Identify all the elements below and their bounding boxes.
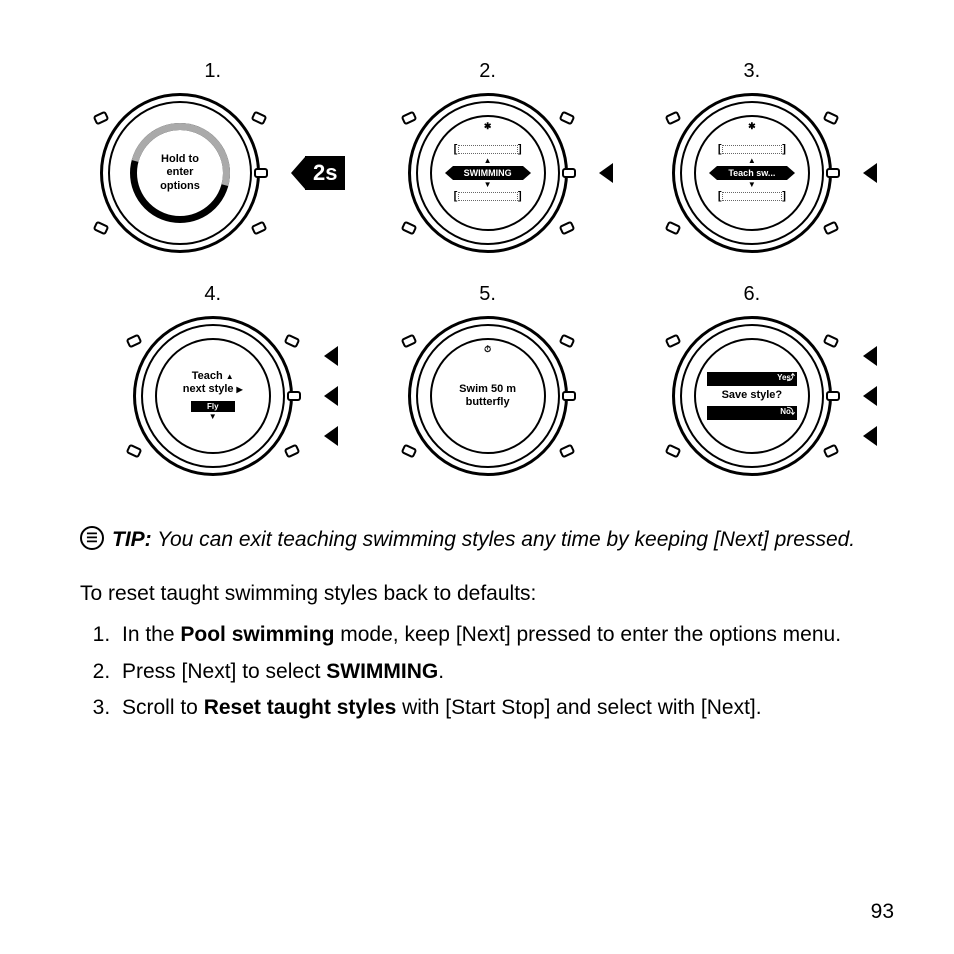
watch-5: ⏱ Swim 50 m butterfly (408, 316, 568, 476)
step-1-cell: 1. Hold to enter options 2s (80, 60, 345, 253)
step-number: 5. (479, 283, 496, 306)
step-number: 2. (479, 60, 496, 83)
button-indicator (863, 93, 877, 253)
watch-grid: 1. Hold to enter options 2s 2. (80, 60, 874, 476)
menu-selection: Teach sw... (717, 166, 787, 181)
button-indicator (324, 316, 338, 476)
tip-section: ☰ TIP: You can exit teaching swimming st… (80, 526, 874, 554)
instructions-list: In the Pool swimming mode, keep [Next] p… (80, 620, 874, 723)
press-arrow-icon (863, 426, 877, 446)
step-number: 6. (744, 283, 761, 306)
tip-icon: ☰ (80, 526, 104, 550)
face-line: Hold to (161, 153, 199, 166)
tip-body: You can exit teaching swimming styles an… (157, 528, 855, 551)
menu-item-placeholder (722, 145, 782, 154)
step-number: 1. (204, 60, 221, 83)
press-arrow-icon (863, 386, 877, 406)
step-4-cell: 4. Teach ▲ next style ▶ Fly ▼ (80, 283, 345, 476)
page-number: 93 (871, 900, 894, 924)
face-line: Teach (192, 370, 223, 383)
watch-2: ✱ ▲ SWIMMING ▼ (408, 93, 568, 253)
press-arrow-icon (599, 163, 613, 183)
hold-duration-tag: 2s (305, 156, 345, 190)
face-line: enter (167, 166, 194, 179)
tip-text: TIP: You can exit teaching swimming styl… (112, 526, 855, 554)
instruction-step: In the Pool swimming mode, keep [Next] p… (116, 620, 874, 650)
style-selection: Fly (191, 401, 235, 413)
face-line: Swim 50 m (459, 383, 516, 396)
button-indicator (599, 93, 613, 253)
button-indicator (863, 316, 877, 476)
watch-6: Yes⤴ Save style? No⤵ (672, 316, 832, 476)
press-arrow-icon (324, 346, 338, 366)
menu-selection: SWIMMING (453, 166, 523, 181)
activity-icon: ✱ (484, 121, 492, 132)
instruction-step: Press [Next] to select SWIMMING. (116, 657, 874, 687)
activity-icon: ✱ (748, 121, 756, 132)
step-3-cell: 3. ✱ ▲ Teach sw... ▼ (630, 60, 874, 253)
step-number: 4. (204, 283, 221, 306)
press-arrow-icon (863, 163, 877, 183)
press-arrow-icon (863, 346, 877, 366)
menu-item-placeholder (458, 192, 518, 201)
step-6-cell: 6. Yes⤴ Save style? No⤵ (630, 283, 874, 476)
step-5-cell: 5. ⏱ Swim 50 m butterfly (365, 283, 609, 476)
instructions-intro: To reset taught swimming styles back to … (80, 582, 874, 606)
no-option: No⤵ (707, 406, 797, 420)
tip-label: TIP: (112, 528, 152, 551)
face-line: butterfly (466, 396, 510, 409)
prompt-text: Save style? (722, 389, 783, 402)
watch-1: Hold to enter options (100, 93, 260, 253)
timer-icon: ⏱ (484, 344, 491, 355)
menu-item-placeholder (458, 145, 518, 154)
face-line: options (160, 180, 200, 193)
menu-item-placeholder (722, 192, 782, 201)
step-2-cell: 2. ✱ ▲ SWIMMING ▼ (365, 60, 609, 253)
yes-option: Yes⤴ (707, 372, 797, 386)
press-arrow-icon (324, 426, 338, 446)
watch-4: Teach ▲ next style ▶ Fly ▼ (133, 316, 293, 476)
face-line: next style (183, 383, 234, 396)
press-arrow-icon (324, 386, 338, 406)
step-number: 3. (744, 60, 761, 83)
watch-3: ✱ ▲ Teach sw... ▼ (672, 93, 832, 253)
instruction-step: Scroll to Reset taught styles with [Star… (116, 693, 874, 723)
